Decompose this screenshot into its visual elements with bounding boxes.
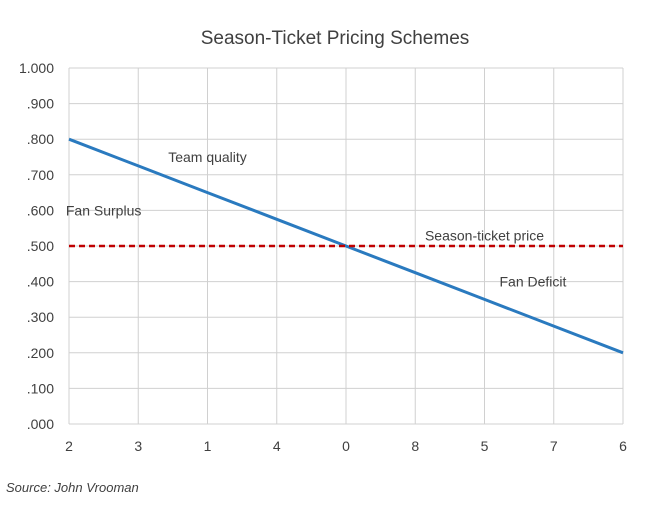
x-tick-label: 3 <box>134 438 142 454</box>
y-tick-label: .100 <box>27 380 54 396</box>
y-tick-label: .300 <box>27 309 54 325</box>
y-tick-label: .700 <box>27 167 54 183</box>
y-tick-label: .500 <box>27 238 54 254</box>
x-tick-label: 4 <box>273 438 281 454</box>
annotation-label: Fan Surplus <box>66 202 141 218</box>
annotations: Team quality Fan Surplus Season-ticket pri… <box>66 149 567 290</box>
x-tick-label: 2 <box>65 438 73 454</box>
y-tick-label: .800 <box>27 131 54 147</box>
annotation-label: Team quality <box>168 149 247 165</box>
annotation-label: Fan Deficit <box>500 274 567 290</box>
annotation-label: Season-ticket price <box>425 227 544 243</box>
x-tick-label: 8 <box>411 438 419 454</box>
series-group <box>68 137 624 355</box>
chart-title: Season-Ticket Pricing Schemes <box>201 28 470 49</box>
x-tick-label: 7 <box>550 438 558 454</box>
y-tick-label: 1.000 <box>19 60 54 76</box>
y-tick-label: .000 <box>27 416 54 432</box>
y-tick-label: .200 <box>27 345 54 361</box>
y-axis-ticks: .000 .100 .200 .300 .400 .500 .600 .700 .800 .900… <box>19 60 54 432</box>
series-line <box>68 137 624 355</box>
x-tick-label: 5 <box>481 438 489 454</box>
x-tick-label: 6 <box>619 438 627 454</box>
y-tick-label: .600 <box>27 202 54 218</box>
x-tick-label: 1 <box>204 438 212 454</box>
x-axis-ticks: 2 3 1 4 0 8 5 7 6 <box>65 438 627 454</box>
y-tick-label: .900 <box>27 96 54 112</box>
source-note: Source: John Vrooman <box>6 480 139 495</box>
y-tick-label: .400 <box>27 274 54 290</box>
x-tick-label: 0 <box>342 438 350 454</box>
